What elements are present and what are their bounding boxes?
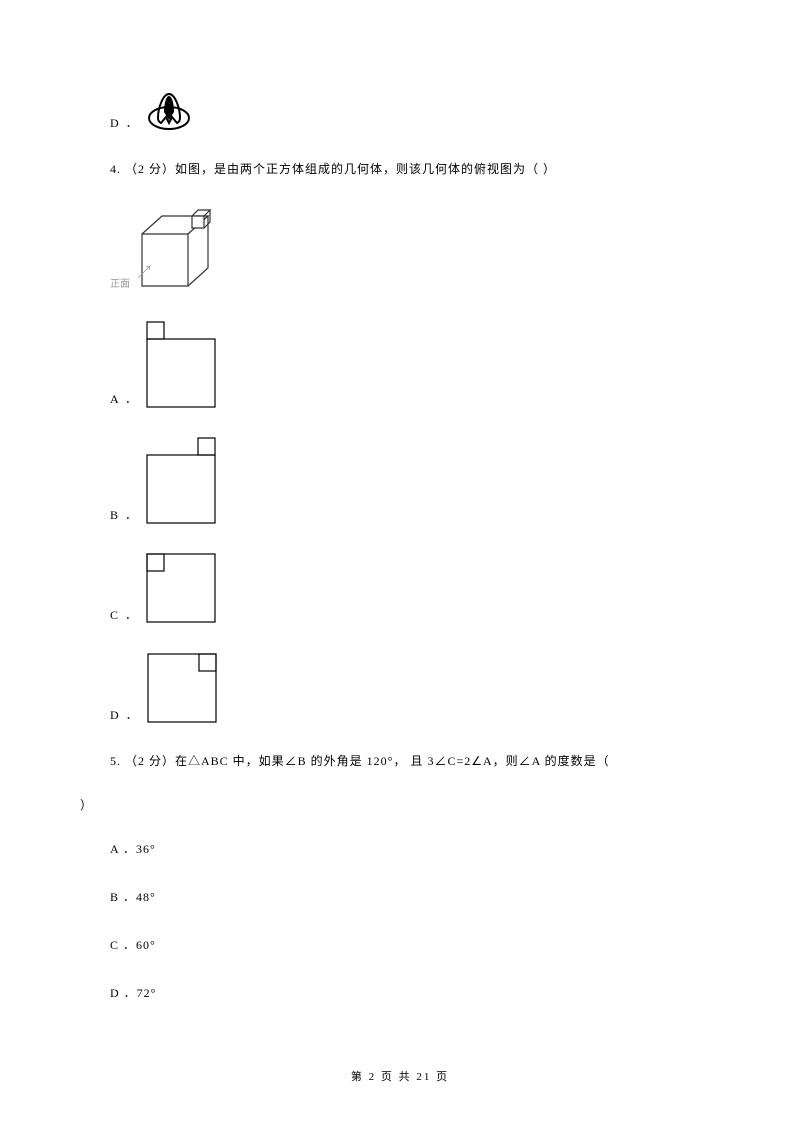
q5-text-close: ） [80,796,680,814]
q4-option-d: D ． [110,652,680,724]
option-c-diagram [145,552,217,624]
two-cubes-icon [132,204,228,292]
q4-text: 4. （2 分）如图，是由两个正方体组成的几何体，则该几何体的俯视图为（ ） [110,160,680,178]
q5-text: 5. （2 分）在△ABC 中，如果∠B 的外角是 120°， 且 3∠C=2∠… [110,752,680,770]
option-a-diagram [145,320,217,408]
q3-option-d-label: D ． [110,114,140,132]
q4-option-c: C ． [110,552,680,624]
q4-option-a-label: A ． [110,390,139,408]
q4-option-c-label: C ． [110,606,139,624]
option-b-diagram [145,436,217,524]
q3-option-d: D ． [110,90,680,132]
q4-main-diagram: 正面 [110,204,680,292]
q4-option-b-label: B ． [110,506,139,524]
q5-option-d: D ．72° [110,984,680,1002]
q4-option-a: A ． [110,320,680,408]
q4-option-b: B ． [110,436,680,524]
q5-option-a: A ．36° [110,840,680,858]
q5-option-c: C ．60° [110,936,680,954]
q5-option-b: B ．48° [110,888,680,906]
page-footer: 第 2 页 共 21 页 [0,1068,800,1084]
q4-option-d-label: D ． [110,706,140,724]
logo-icon [146,90,192,132]
front-label: 正面 [110,277,130,292]
option-d-diagram [146,652,218,724]
